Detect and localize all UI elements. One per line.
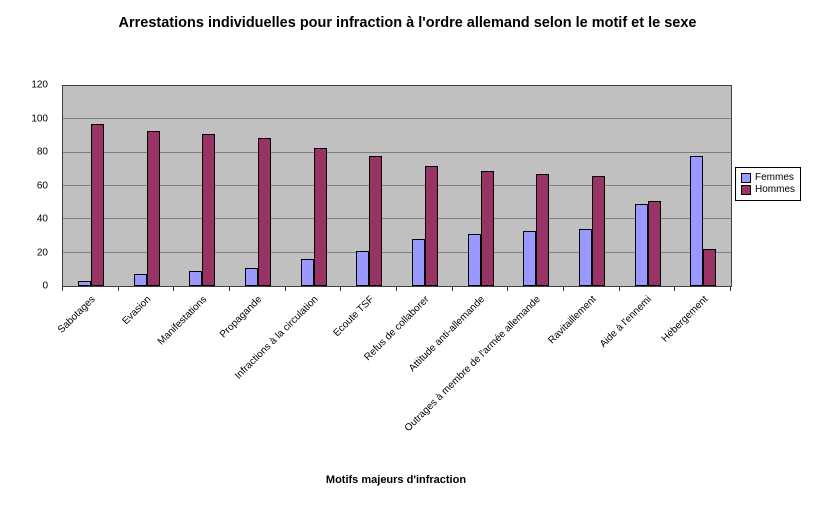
bar-group [453,86,509,286]
bar-hommes [146,131,160,286]
y-axis-tick-label: 120 [31,79,48,91]
x-axis-tick [507,287,509,291]
chart-title: Arrestations individuelles pour infracti… [118,15,697,31]
bar-group [230,86,286,286]
category-label: Manifestations [155,294,209,348]
bar-hommes [369,156,383,286]
legend-item: Hommes [741,185,795,195]
x-axis-tick [62,287,63,291]
y-axis-tick-label: 20 [36,247,48,259]
legend-swatch [741,173,751,183]
x-axis-tick [563,287,564,291]
bar-femmes [523,231,537,286]
gridline [63,218,731,220]
bar-group [564,86,620,286]
bar-femmes [244,267,258,286]
bar-hommes [90,124,104,286]
legend-label: Femmes [755,172,794,183]
legend-swatch [741,185,751,195]
bar-hommes [257,137,271,286]
bar-group [119,86,175,286]
bar-hommes [647,201,661,286]
gridlines [63,86,731,286]
y-axis-tick-label: 40 [36,213,48,225]
bar-group [675,86,731,286]
bar-femmes [133,274,147,286]
x-axis-title: Motifs majeurs d'infraction [325,474,467,486]
gridline [63,118,731,120]
bar-femmes [411,239,425,286]
bar-group [63,86,119,286]
bar-group [508,86,564,286]
bar-femmes [690,156,704,286]
category-label: Sabotages [56,294,98,336]
x-axis-tick [229,287,230,291]
bar-femmes [578,229,592,286]
x-axis-tick [117,287,119,291]
bar-femmes [467,234,481,286]
y-axis-tick-label: 80 [36,146,48,158]
bar-group [286,86,342,286]
plot-area [62,85,732,287]
y-axis-tick-label: 60 [36,180,48,191]
y-axis-labels: 0 20 40 60 80 100 120 [0,80,56,292]
x-axis-tick [674,287,676,291]
x-axis-tick [396,287,397,291]
legend-items: Femmes Hommes [741,173,795,195]
x-axis-tick [340,287,342,291]
x-axis-tick [618,287,620,291]
category-label: Aide à l'ennemi [598,294,655,350]
bar-hommes [591,176,605,286]
gridline [63,151,731,153]
x-axis-tick [451,287,453,291]
x-axis-tick [284,287,286,291]
category-label: Ecoute TSF [330,294,376,339]
bar-femmes [300,259,314,286]
bar-hommes [313,147,327,286]
category-label: Propagande [218,294,265,341]
x-axis-tick [173,287,175,291]
category-labels: Sabotages Evasion Manifestations Propagande… [56,287,731,467]
bars-layer [63,86,731,286]
bar-hommes [202,134,216,286]
gridline [63,185,731,186]
bar-group [620,86,676,286]
legend: Femmes Hommes [735,167,802,201]
category-label: Hébergement [659,294,710,345]
y-axis-tick-label: 100 [31,113,48,124]
bar-group [397,86,453,286]
x-axis-tick [730,287,731,291]
bar-hommes [480,171,494,286]
bar-femmes [189,271,203,286]
bar-group [174,86,230,286]
bar-femmes [77,281,91,286]
legend-item: Femmes [741,173,795,183]
gridline [63,251,731,253]
bar-femmes [634,204,648,286]
bar-hommes [536,174,550,286]
category-label: Ravitaillement [546,294,599,347]
bar-hommes [703,249,717,286]
bar-group [341,86,397,286]
y-axis-tick-label: 0 [42,280,48,292]
bar-hommes [424,166,438,286]
category-label: Evasion [120,294,154,327]
bar-femmes [356,251,370,286]
legend-label: Hommes [755,184,796,195]
